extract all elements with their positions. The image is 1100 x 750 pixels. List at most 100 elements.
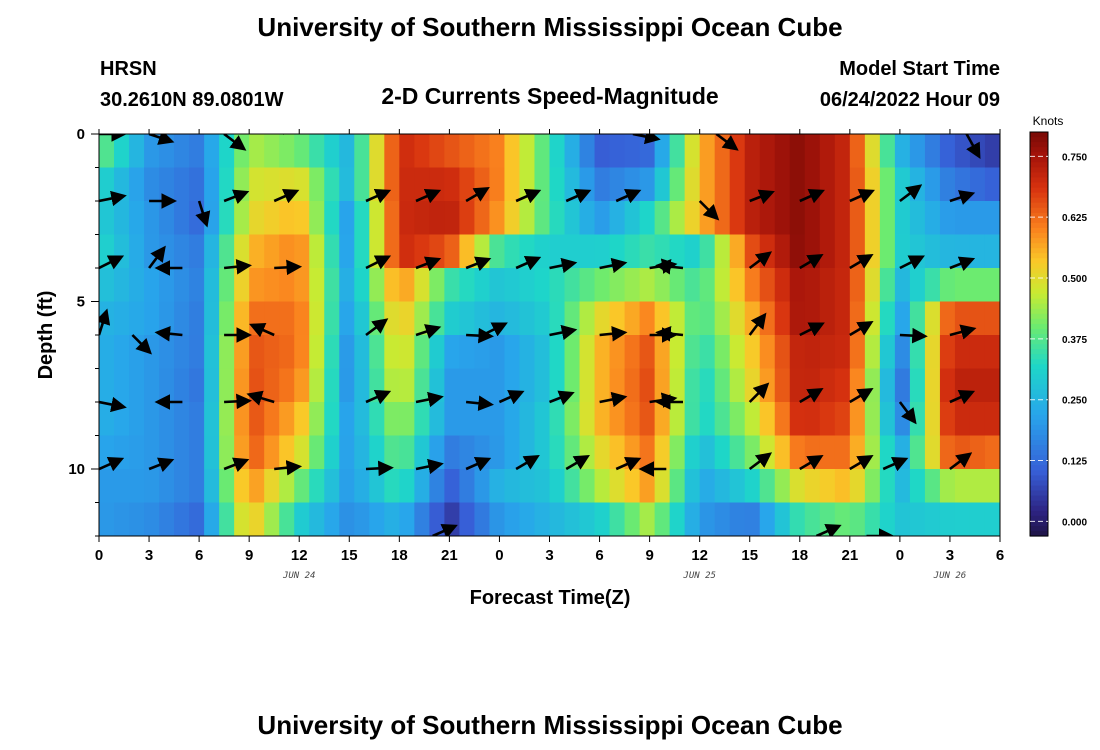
colorbar-swatch (1030, 283, 1048, 290)
heatmap-cell (129, 502, 145, 536)
heatmap-cell (579, 335, 596, 370)
current-vector (273, 189, 300, 204)
heatmap-cell (189, 201, 205, 236)
current-vector (246, 390, 275, 406)
date-label: JUN 26 (933, 571, 967, 581)
x-tick-label: 3 (145, 547, 153, 564)
heatmap-cell (654, 402, 671, 437)
current-vector (898, 401, 917, 425)
heatmap-cell (714, 234, 731, 269)
current-vector (999, 199, 1000, 201)
heatmap-cell (189, 469, 205, 504)
colorbar-tick-label: 0.375 (1062, 335, 1087, 346)
heatmap-cell (549, 268, 566, 303)
heatmap-cell (249, 435, 265, 470)
heatmap-cell (969, 435, 986, 470)
heatmap-cell (894, 268, 911, 303)
heatmap-cell (204, 402, 220, 437)
heatmap-cell (354, 201, 370, 236)
heatmap-cell (114, 301, 130, 336)
heatmap-cell (864, 268, 881, 303)
heatmap-cell (324, 368, 340, 403)
heatmap-cell (279, 502, 295, 536)
current-vector (498, 390, 525, 405)
heatmap-cell (774, 234, 791, 269)
heatmap-cell (774, 368, 791, 403)
heatmap-cell (369, 134, 385, 169)
colorbar-swatch (1030, 202, 1048, 209)
heatmap-cell (159, 469, 175, 504)
heatmap-cell (159, 368, 175, 403)
heatmap-cell (879, 368, 896, 403)
heatmap-cell (699, 268, 716, 303)
heatmap-cell (324, 301, 340, 336)
colorbar-swatch (1030, 207, 1048, 214)
heatmap-cell (534, 402, 551, 437)
heatmap-cell (564, 402, 581, 437)
heatmap-cell (759, 201, 776, 236)
heatmap-cell (714, 469, 731, 504)
heatmap-cell (414, 435, 430, 470)
colorbar-swatch (1030, 238, 1048, 244)
heatmap-cell (909, 335, 926, 370)
heatmap-cell (324, 502, 340, 536)
heatmap-cell (864, 301, 881, 336)
heatmap-cell (684, 301, 701, 336)
heatmap-cell (384, 502, 400, 536)
current-vector (224, 393, 252, 410)
heatmap-cell (684, 469, 701, 504)
heatmap-cell (894, 201, 911, 236)
heatmap-cell (894, 234, 911, 269)
heatmap-cell (144, 134, 160, 169)
chart-subtitle: 2-D Currents Speed-Magnitude (381, 83, 718, 109)
current-vector (655, 326, 684, 342)
colorbar-swatch (1030, 379, 1048, 386)
heatmap-cell (414, 335, 430, 370)
heatmap-cell (174, 469, 190, 504)
heatmap-cell (489, 234, 506, 269)
heatmap-cell (759, 335, 776, 370)
model-start-label: Model Start Time (839, 58, 1000, 80)
heatmap-cell (189, 435, 205, 470)
current-vector (549, 257, 578, 274)
heatmap-cell (294, 167, 310, 202)
heatmap-cell (969, 301, 986, 336)
heatmap-cell (444, 201, 460, 236)
heatmap-cell (864, 134, 881, 169)
heatmap-cell (624, 402, 641, 437)
heatmap-cell (969, 469, 986, 504)
heatmap-cell (204, 301, 220, 336)
heatmap-cell (444, 502, 460, 536)
date-label: JUN 24 (282, 571, 316, 581)
current-vector (131, 334, 152, 355)
heatmap-cell (834, 502, 851, 536)
heatmap-cell (144, 301, 160, 336)
heatmap-cell (444, 435, 460, 470)
heatmap-cell (834, 134, 851, 169)
heatmap-cell (939, 201, 956, 236)
heatmap-cell (294, 134, 310, 169)
heatmap-cell (774, 301, 791, 336)
heatmap-cell (219, 469, 235, 504)
heatmap-cell (789, 234, 806, 269)
heatmap-cell (594, 134, 611, 169)
heatmap-cell (294, 469, 310, 504)
heatmap-cell (804, 201, 821, 236)
heatmap-cell (219, 435, 235, 470)
y-axis-label: Depth (ft) (35, 291, 57, 380)
current-vector (465, 395, 494, 411)
colorbar-swatch (1030, 470, 1048, 476)
heatmap-cell (249, 234, 265, 269)
colorbar-swatch (1030, 303, 1048, 310)
heatmap-cell (429, 134, 445, 169)
colorbar-swatch (1030, 490, 1048, 497)
colorbar-swatch (1030, 374, 1048, 381)
heatmap-cell (984, 335, 1000, 370)
colorbar-swatch (1030, 157, 1048, 163)
current-vector (515, 455, 540, 471)
heatmap-cell (159, 201, 175, 236)
colorbar-swatch (1030, 505, 1048, 512)
heatmap-cell (354, 402, 370, 437)
heatmap-cell (249, 134, 265, 169)
heatmap-cell (399, 167, 415, 202)
